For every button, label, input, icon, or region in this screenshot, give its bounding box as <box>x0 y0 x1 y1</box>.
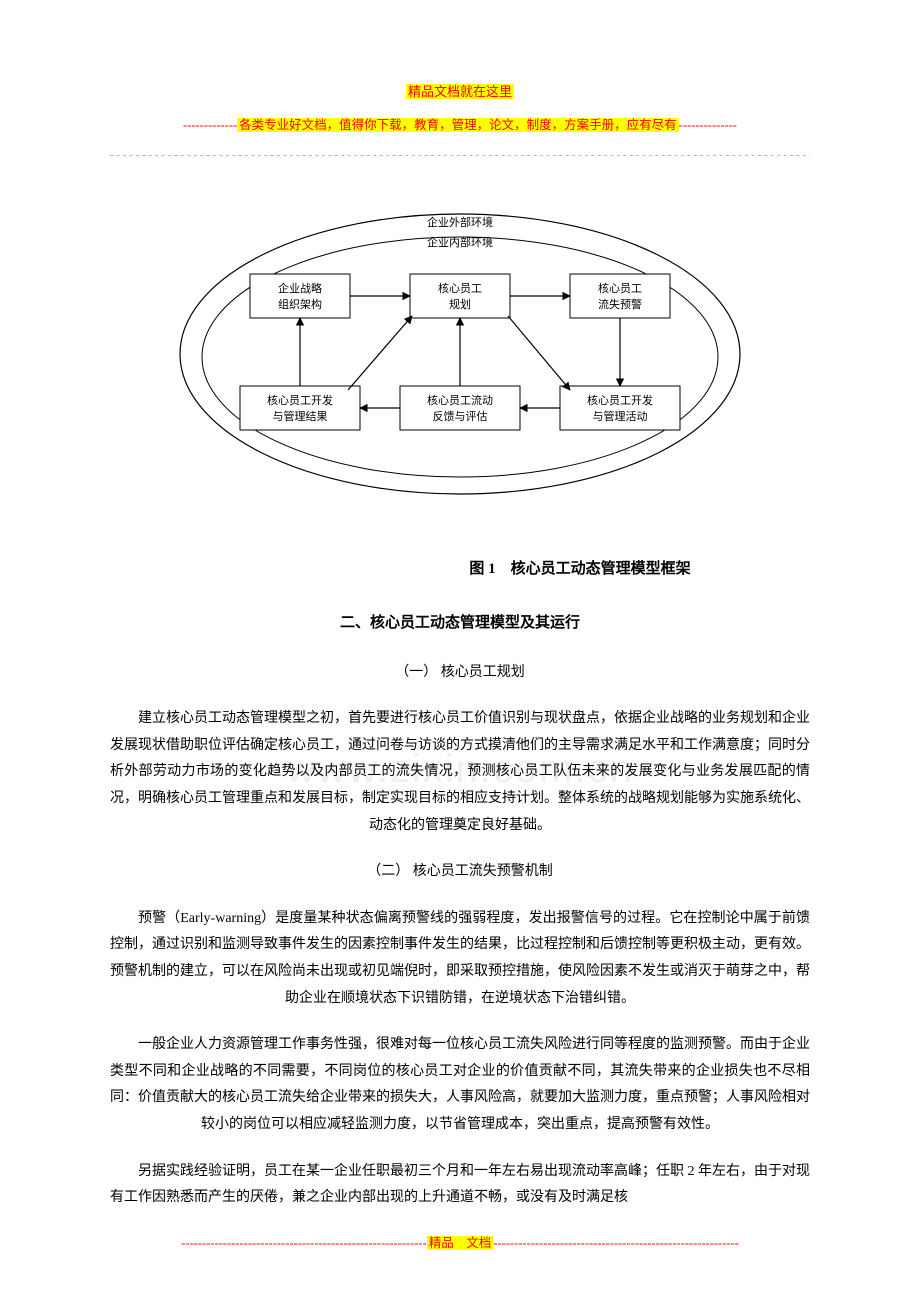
model-diagram: 企业外部环境 企业内部环境 企业战略 组织架构 核心员工 规划 核心员工 流失预… <box>110 194 810 515</box>
node-planning-l1: 核心员工 <box>438 281 482 295</box>
footer-dash-post: ----------------------------------------… <box>493 1236 739 1250</box>
section-heading: 二、核心员工动态管理模型及其运行 <box>110 609 810 638</box>
inner-env-label: 企业内部环境 <box>427 235 493 249</box>
node-feedback-l2: 反馈与评估 <box>433 410 488 423</box>
node-activity-l1: 核心员工开发 <box>587 393 653 407</box>
arrow-planning-activity <box>508 316 570 390</box>
page-header: 精品文档就在这里 <box>110 80 810 107</box>
page-header-line2: -------------各类专业好文档，值得你下载，教育，管理，论文，制度，方… <box>110 113 810 140</box>
header-dotted-rule: - - - - - - - - - - - - - - - - - - - - … <box>110 145 810 166</box>
figure-caption: 图 1 核心员工动态管理模型框架 <box>110 555 810 584</box>
paragraph-2: 预警（Early-warning）是度量某种状态偏离预警线的强弱程度，发出报警信… <box>110 906 810 1012</box>
node-strategy-l1: 企业战略 <box>278 281 322 295</box>
node-feedback-l1: 核心员工流动 <box>427 393 493 407</box>
paragraph-4: 另据实践经验证明，员工在某一企业任职最初三个月和一年左右易出现流动率高峰；任职 … <box>110 1159 810 1212</box>
node-warning-l2: 流失预警 <box>598 297 642 311</box>
paragraph-3: 一般企业人力资源管理工作事务性强，很难对每一位核心员工流失风险进行同等程度的监测… <box>110 1032 810 1138</box>
header-line-2-text: 各类专业好文档，值得你下载，教育，管理，论文，制度，方案手册，应有尽有 <box>237 118 679 132</box>
node-strategy: 企业战略 组织架构 <box>250 274 350 318</box>
subsection-2-heading: （二） 核心员工流失预警机制 <box>110 859 810 886</box>
outer-env-label: 企业外部环境 <box>427 215 493 229</box>
node-feedback: 核心员工流动 反馈与评估 <box>400 386 520 430</box>
node-warning-l1: 核心员工 <box>598 281 642 295</box>
paragraph-1: 建立核心员工动态管理模型之初，首先要进行核心员工价值识别与现状盘点，依据企业战略… <box>110 706 810 839</box>
node-result-l2: 与管理结果 <box>273 409 328 423</box>
node-result-l1: 核心员工开发 <box>267 393 333 407</box>
header-line-1: 精品文档就在这里 <box>406 84 514 99</box>
footer-text: 精品 文档 <box>427 1236 494 1250</box>
page-footer: ----------------------------------------… <box>110 1232 810 1256</box>
node-strategy-l2: 组织架构 <box>278 297 322 311</box>
node-planning: 核心员工 规划 <box>410 274 510 318</box>
diagram-svg: 企业外部环境 企业内部环境 企业战略 组织架构 核心员工 规划 核心员工 流失预… <box>170 194 750 504</box>
arrow-result-planning <box>348 316 412 390</box>
node-planning-l2: 规划 <box>449 297 471 311</box>
node-activity: 核心员工开发 与管理活动 <box>560 386 680 430</box>
node-activity-l2: 与管理活动 <box>593 409 648 423</box>
footer-dash-pre: ----------------------------------------… <box>181 1236 427 1250</box>
node-warning: 核心员工 流失预警 <box>570 274 670 318</box>
node-result: 核心员工开发 与管理结果 <box>240 386 360 430</box>
header-dash-post: -------------- <box>679 118 737 132</box>
header-dash-pre: ------------- <box>183 118 237 132</box>
subsection-1-heading: （一） 核心员工规划 <box>110 660 810 687</box>
